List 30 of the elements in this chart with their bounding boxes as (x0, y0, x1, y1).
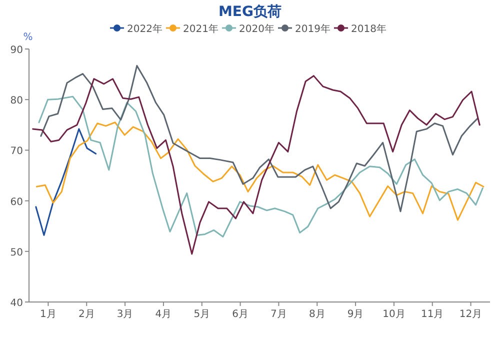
x-tick-label: 2月 (78, 309, 95, 320)
line-series (32, 75, 480, 255)
y-axis-title: % (23, 32, 33, 43)
y-tick-label: 90 (10, 45, 23, 56)
line-series (36, 122, 484, 221)
y-tick-label: 40 (10, 298, 23, 309)
x-tick-label: 1月 (40, 309, 56, 320)
x-tick-label: 10月 (382, 309, 406, 320)
legend-label: 2021年 (183, 23, 218, 35)
x-tick-label: 6月 (232, 309, 248, 320)
line-series (38, 96, 484, 238)
legend-label: 2018年 (351, 23, 386, 35)
line-series (35, 128, 97, 236)
x-tick-label: 7月 (270, 309, 287, 320)
x-tick-label: 5月 (194, 309, 210, 320)
x-tick-label: 9月 (347, 309, 364, 320)
legend-label: 2019年 (295, 23, 330, 35)
line-series (40, 64, 478, 212)
y-tick-label: 70 (10, 146, 23, 158)
legend-label: 2020年 (239, 23, 274, 35)
x-tick-label: 12月 (459, 309, 482, 320)
legend-label: 2022年 (127, 23, 162, 35)
y-tick-label: 60 (10, 196, 23, 208)
x-tick-label: 3月 (116, 309, 134, 320)
x-tick-label: 8月 (308, 309, 326, 320)
y-tick-label: 80 (10, 96, 23, 107)
chart-title: MEG负荷 (218, 4, 282, 20)
y-tick-label: 50 (10, 247, 23, 258)
x-tick-label: 11月 (421, 309, 444, 320)
x-tick-label: 4月 (155, 309, 172, 320)
